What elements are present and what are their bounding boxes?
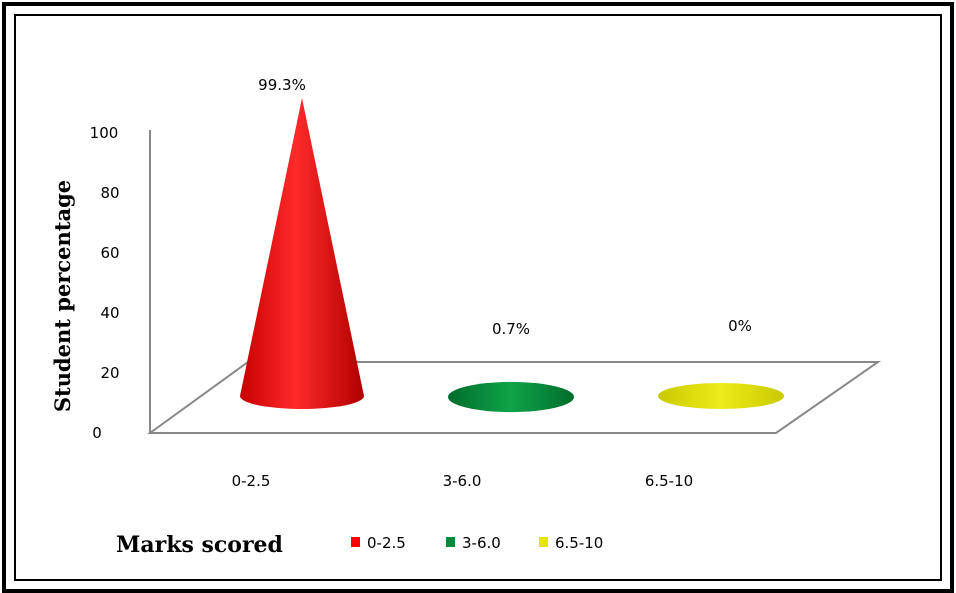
y-tick-label: 80 <box>100 184 119 202</box>
legend: 0-2.5 3-6.0 6.5-10 <box>351 534 603 552</box>
x-tick-label: 0-2.5 <box>232 472 271 490</box>
y-tick-label: 0 <box>92 424 102 442</box>
data-label: 0.7% <box>492 320 530 338</box>
y-tick-label: 100 <box>90 124 119 142</box>
y-axis-title: Student percentage <box>50 180 75 412</box>
x-tick-label: 3-6.0 <box>443 472 482 490</box>
y-tick-label: 40 <box>100 304 119 322</box>
inner-border <box>14 14 942 581</box>
data-label: 0% <box>728 317 752 335</box>
y-tick-label: 60 <box>100 244 119 262</box>
legend-swatch <box>351 537 360 547</box>
x-axis-title: Marks scored <box>116 532 283 558</box>
y-tick-label: 20 <box>100 364 119 382</box>
cone-3-6.0 <box>448 381 574 413</box>
data-label: 99.3% <box>258 76 306 94</box>
y-ticks: 0 20 40 60 80 100 <box>90 124 120 442</box>
legend-label: 3-6.0 <box>462 534 501 552</box>
cone-0-2.5 <box>240 98 364 409</box>
legend-swatch <box>539 537 548 547</box>
cone-6.5-10 <box>658 383 784 409</box>
legend-swatch <box>446 537 455 547</box>
legend-label: 6.5-10 <box>555 534 603 552</box>
x-tick-label: 6.5-10 <box>645 472 693 490</box>
legend-label: 0-2.5 <box>367 534 406 552</box>
x-ticks: 0-2.5 3-6.0 6.5-10 <box>232 472 694 490</box>
cones-group <box>240 98 784 413</box>
data-labels: 99.3% 0.7% 0% <box>258 76 752 338</box>
